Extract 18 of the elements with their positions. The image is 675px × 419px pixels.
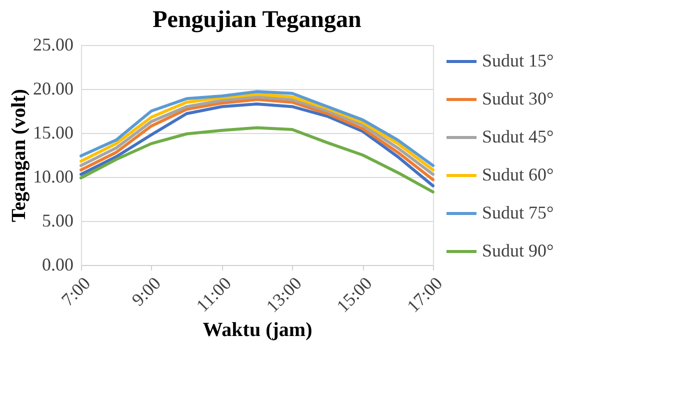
- legend-label: Sudut 30°: [482, 88, 554, 108]
- y-tick-label: 20.00: [33, 78, 74, 98]
- legend-label: Sudut 60°: [482, 164, 554, 184]
- y-tick-label: 15.00: [33, 122, 74, 142]
- x-axis-title: Waktu (jam): [202, 319, 312, 342]
- legend-label: Sudut 75°: [482, 202, 554, 222]
- x-tick-label: 9:00: [128, 273, 165, 310]
- y-tick-label: 10.00: [33, 166, 74, 186]
- legend-label: Sudut 15°: [482, 50, 554, 70]
- y-axis-title: Tegangan (volt): [8, 88, 30, 222]
- line-series: [80, 126, 434, 194]
- chart-title: Pengujian Tegangan: [152, 7, 362, 33]
- legend-label: Sudut 90°: [482, 240, 554, 260]
- x-tick-label: 7:00: [57, 273, 94, 310]
- y-tick-label: 25.00: [33, 34, 74, 54]
- y-tick-label: 5.00: [42, 210, 74, 230]
- y-tick-label: 0.00: [42, 254, 74, 274]
- legend-label: Sudut 45°: [482, 126, 554, 146]
